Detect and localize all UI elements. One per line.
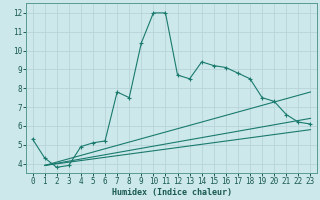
X-axis label: Humidex (Indice chaleur): Humidex (Indice chaleur)	[111, 188, 231, 197]
